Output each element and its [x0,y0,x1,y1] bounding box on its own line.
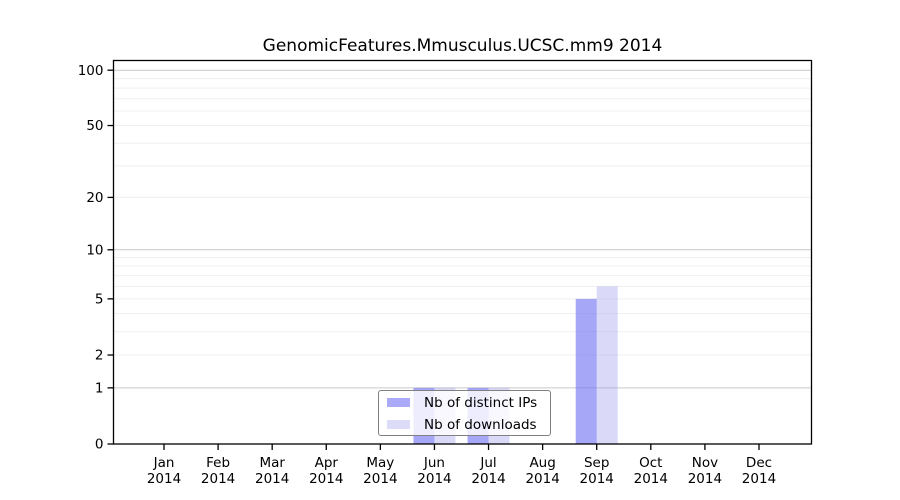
x-tick-label-year: 2014 [580,471,614,487]
y-tick-label: 5 [95,292,104,308]
x-tick-label-month: May [366,455,394,471]
x-tick-label-month: Jul [479,455,496,471]
x-tick-label-year: 2014 [417,471,451,487]
x-tick-label-month: Mar [259,455,285,471]
x-tick-label-year: 2014 [742,471,776,487]
legend-label-downloads: Nb of downloads [424,416,537,433]
x-tick-label-year: 2014 [147,471,181,487]
x-tick-label-month: Jan [153,455,175,471]
bar-nb-of-distinct-ips-sep [575,298,597,444]
x-tick-label-year: 2014 [471,471,505,487]
y-tick-label: 100 [78,63,104,79]
x-tick-label-month: Feb [206,455,230,471]
y-tick-label: 2 [95,348,104,364]
x-tick-label-month: Sep [584,455,609,471]
x-tick-label-month: Apr [315,455,339,471]
legend-swatch-distinct-ips [387,398,410,407]
x-tick-label-year: 2014 [201,471,235,487]
x-tick-label-month: Jun [423,455,445,471]
x-tick-label-month: Dec [746,455,772,471]
legend-item-downloads: Nb of downloads [379,416,550,433]
legend: Nb of distinct IPs Nb of downloads [378,390,551,436]
x-tick-label-month: Aug [529,455,555,471]
bar-nb-of-downloads-sep [596,286,618,444]
x-tick-label-year: 2014 [688,471,722,487]
legend-item-distinct-ips: Nb of distinct IPs [379,394,550,411]
x-tick-label-month: Oct [639,455,662,471]
x-tick-label-year: 2014 [309,471,343,487]
x-tick-label-month: Nov [692,455,718,471]
chart-title: GenomicFeatures.Mmusculus.UCSC.mm9 2014 [262,36,663,56]
x-tick-label-year: 2014 [525,471,559,487]
x-tick-label-year: 2014 [634,471,668,487]
y-tick-label: 20 [86,190,103,206]
legend-swatch-downloads [387,420,410,429]
y-tick-label: 0 [95,437,104,453]
y-tick-label: 1 [95,381,104,397]
x-tick-label-year: 2014 [255,471,289,487]
plot-border [112,59,813,445]
legend-label-distinct-ips: Nb of distinct IPs [424,394,538,411]
x-tick-label-year: 2014 [363,471,397,487]
y-tick-label: 10 [86,242,103,258]
y-tick-label: 50 [86,118,103,134]
